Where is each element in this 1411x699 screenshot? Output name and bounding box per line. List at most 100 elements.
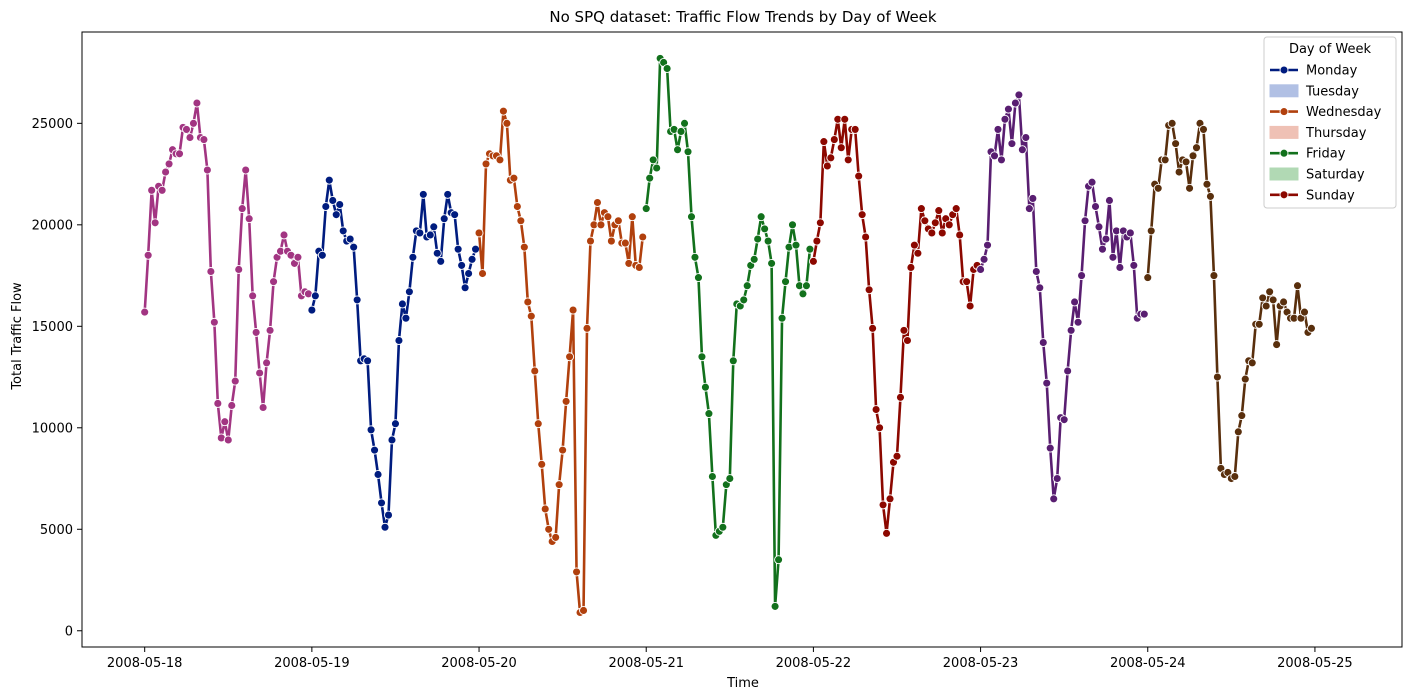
legend-label: Tuesday: [1305, 84, 1359, 99]
data-point: [808, 256, 818, 266]
data-point: [457, 260, 467, 270]
data-point: [920, 216, 930, 226]
x-tick-label: 2008-05-22: [776, 656, 852, 671]
data-point: [687, 212, 696, 222]
data-point: [930, 218, 940, 228]
x-axis-title: Time: [726, 676, 759, 691]
data-point: [704, 409, 714, 419]
data-point: [593, 198, 602, 207]
data-point: [1192, 143, 1201, 153]
data-point: [1024, 204, 1034, 214]
series-1: [307, 175, 481, 532]
data-point: [1247, 358, 1257, 368]
legend-marker: [1279, 148, 1289, 158]
x-tick-label: 2008-05-23: [943, 656, 1019, 671]
data-point: [425, 230, 435, 240]
data-point: [324, 175, 334, 185]
data-point: [1108, 252, 1118, 262]
data-point: [213, 398, 223, 408]
plot-frame: [81, 31, 1403, 648]
data-point: [955, 230, 965, 240]
data-point: [509, 173, 519, 183]
data-point: [223, 435, 233, 445]
data-point: [878, 500, 888, 510]
data-point: [798, 289, 808, 299]
data-point: [1059, 415, 1069, 425]
data-point: [481, 159, 491, 169]
data-point: [1094, 222, 1104, 232]
data-point: [474, 228, 484, 238]
x-tick-label: 2008-05-18: [107, 656, 183, 671]
data-point: [728, 356, 738, 366]
data-point: [1104, 196, 1114, 205]
data-point: [700, 382, 710, 392]
data-point: [805, 244, 815, 254]
data-point: [1010, 98, 1020, 108]
data-point: [1167, 118, 1177, 128]
data-point: [147, 185, 157, 195]
data-point: [331, 210, 341, 220]
data-point: [1254, 319, 1264, 329]
data-point: [1073, 317, 1083, 327]
data-point: [335, 200, 345, 209]
data-point: [439, 214, 449, 224]
data-point: [937, 228, 947, 238]
data-point: [495, 155, 505, 165]
data-point: [680, 118, 689, 128]
data-point: [370, 445, 380, 455]
series-6: [1143, 118, 1316, 483]
data-point: [544, 524, 554, 534]
data-point: [896, 392, 905, 402]
data-point: [791, 240, 801, 250]
data-point: [1212, 372, 1222, 382]
data-point: [408, 252, 418, 262]
data-point: [976, 265, 986, 274]
data-point: [182, 124, 191, 134]
legend-label: Sunday: [1306, 188, 1355, 203]
data-point: [934, 206, 944, 216]
x-tick-label: 2008-05-25: [1277, 656, 1353, 671]
data-point: [498, 106, 508, 116]
data-point: [662, 64, 672, 73]
data-point: [338, 226, 348, 236]
data-point: [1101, 234, 1111, 244]
data-point: [1000, 114, 1010, 124]
data-point: [561, 396, 571, 406]
data-point: [641, 204, 651, 214]
y-tick-label: 25000: [32, 117, 73, 132]
y-tick-label: 5000: [40, 523, 73, 538]
data-point: [648, 155, 658, 165]
data-point: [1077, 271, 1087, 281]
data-point: [1205, 191, 1215, 201]
data-point: [164, 159, 174, 169]
data-point: [1233, 427, 1243, 437]
series-4: [808, 114, 982, 538]
data-point: [572, 567, 582, 577]
data-point: [1087, 177, 1097, 187]
data-point: [815, 218, 825, 228]
data-point: [1017, 145, 1027, 155]
data-point: [443, 189, 453, 199]
data-point: [150, 218, 160, 228]
data-point: [1185, 183, 1195, 193]
series-0: [140, 98, 313, 445]
data-point: [1272, 340, 1282, 350]
data-point: [1045, 443, 1055, 453]
data-point: [1021, 133, 1031, 142]
data-point: [1258, 293, 1268, 303]
data-point: [140, 307, 150, 317]
legend-label: Wednesday: [1306, 105, 1382, 120]
data-point: [404, 287, 414, 297]
data-point: [251, 327, 261, 337]
data-point: [826, 153, 836, 163]
data-point: [328, 196, 338, 205]
series-layer: [140, 53, 1316, 617]
data-point: [742, 281, 752, 291]
data-point: [767, 258, 777, 268]
data-point: [875, 423, 885, 433]
data-point: [1042, 378, 1052, 388]
data-point: [718, 522, 728, 532]
data-point: [694, 273, 703, 283]
data-point: [293, 252, 303, 262]
data-point: [725, 474, 735, 483]
